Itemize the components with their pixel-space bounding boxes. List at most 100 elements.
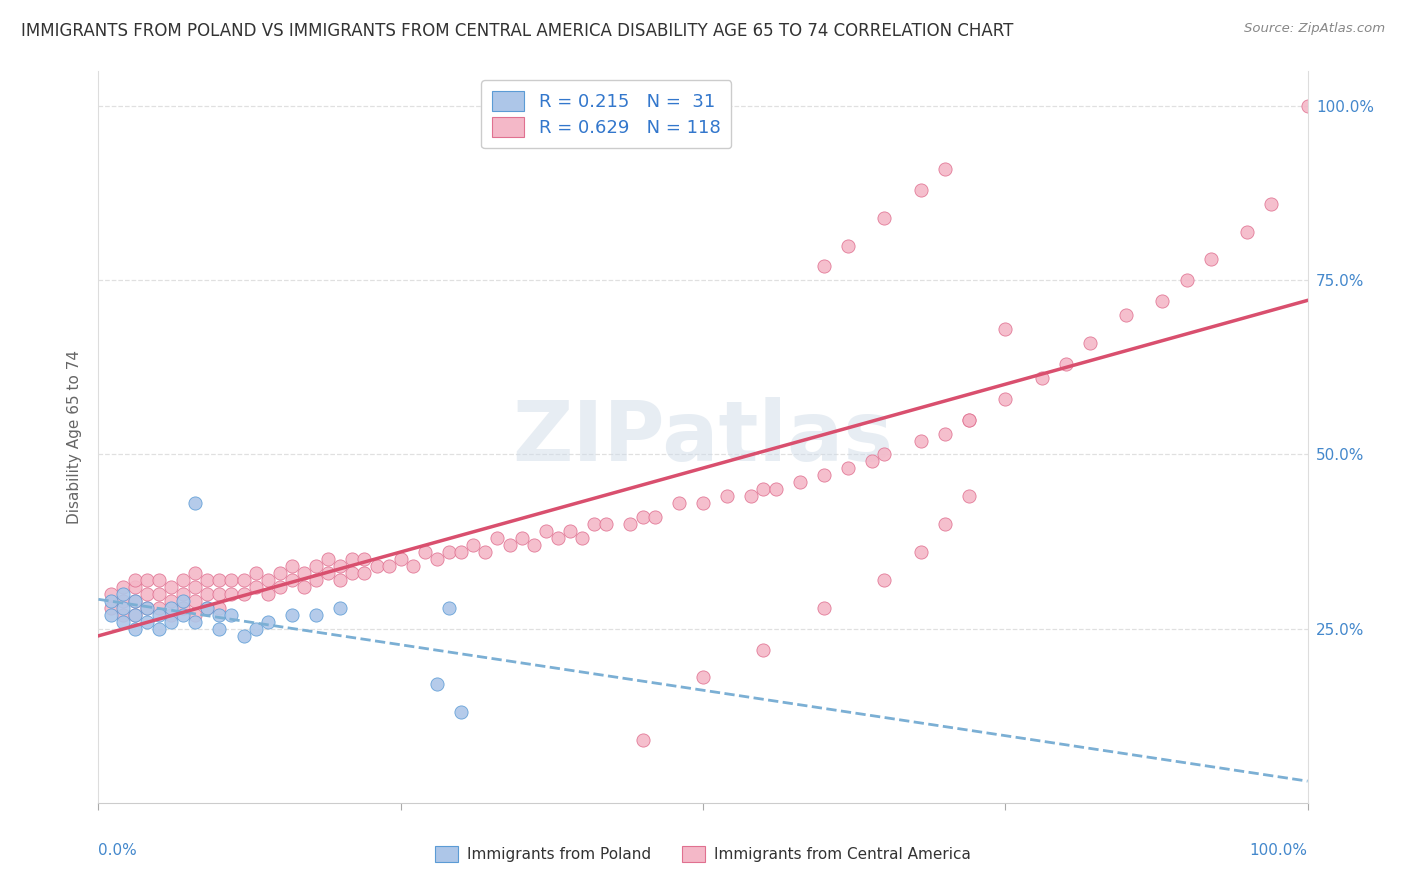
Point	[160, 615, 183, 629]
Point	[994, 322, 1017, 336]
Point	[269, 580, 291, 594]
Point	[148, 622, 170, 636]
Y-axis label: Disability Age 65 to 74: Disability Age 65 to 74	[67, 350, 83, 524]
Point	[377, 558, 399, 573]
Point	[1296, 99, 1319, 113]
Point	[353, 566, 375, 580]
Point	[184, 594, 207, 608]
Point	[292, 580, 315, 594]
Point	[342, 552, 364, 566]
Point	[195, 587, 218, 601]
Point	[571, 531, 593, 545]
Point	[184, 580, 207, 594]
Point	[426, 552, 449, 566]
Point	[160, 600, 183, 615]
Point	[957, 412, 980, 426]
Point	[232, 587, 254, 601]
Point	[1199, 252, 1222, 267]
Point	[510, 531, 533, 545]
Point	[631, 510, 654, 524]
Point	[100, 607, 122, 622]
Point	[221, 607, 243, 622]
Point	[148, 587, 170, 601]
Point	[957, 489, 980, 503]
Point	[135, 600, 157, 615]
Point	[329, 573, 352, 587]
Point	[692, 496, 714, 510]
Point	[256, 587, 278, 601]
Point	[329, 600, 352, 615]
Point	[281, 573, 304, 587]
Point	[111, 600, 134, 615]
Point	[837, 238, 859, 252]
Point	[195, 573, 218, 587]
Point	[281, 607, 304, 622]
Point	[353, 552, 375, 566]
Point	[208, 587, 231, 601]
Point	[221, 587, 243, 601]
Point	[1078, 336, 1101, 351]
Point	[450, 545, 472, 559]
Text: Source: ZipAtlas.com: Source: ZipAtlas.com	[1244, 22, 1385, 36]
Point	[100, 587, 122, 601]
Point	[124, 607, 146, 622]
Point	[619, 517, 641, 532]
Legend: Immigrants from Poland, Immigrants from Central America: Immigrants from Poland, Immigrants from …	[429, 840, 977, 868]
Point	[957, 412, 980, 426]
Point	[366, 558, 388, 573]
Text: 0.0%: 0.0%	[98, 843, 138, 858]
Point	[413, 545, 436, 559]
Point	[124, 622, 146, 636]
Point	[135, 615, 157, 629]
Point	[111, 607, 134, 622]
Point	[716, 489, 738, 503]
Point	[486, 531, 509, 545]
Point	[873, 211, 896, 225]
Point	[148, 573, 170, 587]
Point	[1260, 196, 1282, 211]
Point	[100, 600, 122, 615]
Point	[100, 594, 122, 608]
Point	[305, 607, 328, 622]
Point	[765, 483, 787, 497]
Point	[437, 545, 460, 559]
Point	[644, 510, 666, 524]
Point	[281, 558, 304, 573]
Point	[208, 607, 231, 622]
Point	[463, 538, 485, 552]
Point	[474, 545, 496, 559]
Point	[813, 600, 835, 615]
Point	[172, 573, 194, 587]
Point	[195, 600, 218, 615]
Point	[124, 580, 146, 594]
Point	[111, 615, 134, 629]
Point	[837, 461, 859, 475]
Point	[305, 558, 328, 573]
Point	[595, 517, 617, 532]
Point	[292, 566, 315, 580]
Point	[124, 573, 146, 587]
Point	[208, 573, 231, 587]
Point	[269, 566, 291, 580]
Point	[221, 573, 243, 587]
Point	[873, 573, 896, 587]
Point	[172, 607, 194, 622]
Point	[1054, 357, 1077, 371]
Point	[172, 600, 194, 615]
Point	[1175, 273, 1198, 287]
Point	[184, 566, 207, 580]
Point	[1236, 225, 1258, 239]
Point	[245, 622, 267, 636]
Point	[184, 496, 207, 510]
Point	[668, 496, 690, 510]
Point	[813, 468, 835, 483]
Point	[256, 615, 278, 629]
Point	[135, 573, 157, 587]
Point	[148, 607, 170, 622]
Point	[402, 558, 425, 573]
Point	[160, 607, 183, 622]
Point	[135, 587, 157, 601]
Point	[148, 600, 170, 615]
Point	[232, 573, 254, 587]
Point	[135, 600, 157, 615]
